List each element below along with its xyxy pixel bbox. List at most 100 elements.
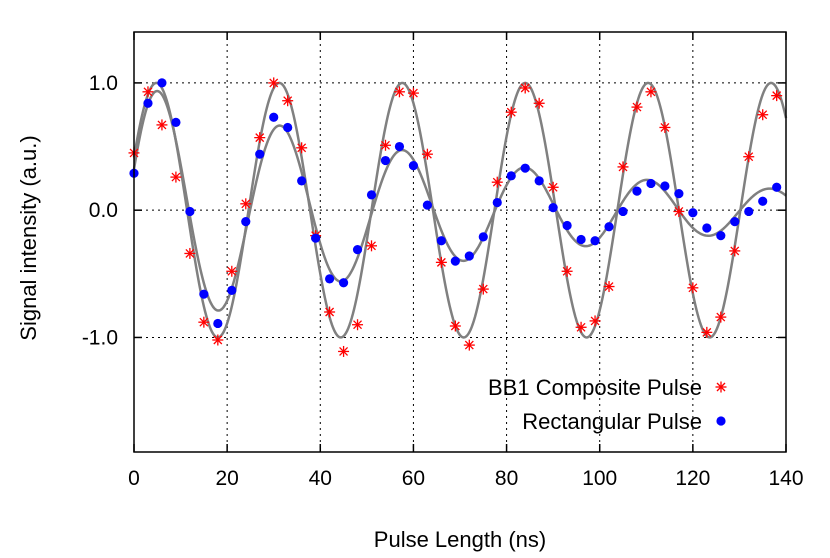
y-tick-label: 0.0	[89, 199, 118, 222]
legend-asterisk	[715, 381, 727, 393]
x-tick-label: 20	[215, 467, 238, 490]
x-tick-label: 120	[675, 467, 710, 490]
data-point-rectangular	[492, 197, 502, 208]
data-point-bb1	[435, 256, 447, 268]
data-point-rectangular	[394, 141, 405, 152]
data-point-bb1	[771, 90, 783, 102]
data-point-rectangular	[143, 98, 153, 108]
data-point-bb1	[477, 283, 489, 295]
x-tick-label: 140	[768, 467, 803, 490]
data-point-rectangular	[157, 78, 167, 88]
data-point-rectangular	[255, 149, 265, 159]
data-point-rectangular	[338, 278, 349, 288]
axis-ticks	[133, 32, 787, 452]
x-axis-label: Pulse Length (ns)	[374, 527, 546, 552]
data-point-bb1	[589, 315, 601, 327]
data-point-bb1	[407, 87, 419, 99]
data-point-rectangular	[185, 206, 195, 217]
data-point-rectangular	[366, 190, 377, 200]
data-point-bb1	[687, 282, 699, 294]
data-point-rectangular	[744, 206, 754, 217]
data-point-bb1	[254, 132, 266, 144]
data-point-bb1	[547, 181, 559, 193]
data-point-rectangular	[227, 285, 237, 295]
data-point-bb1	[701, 326, 713, 338]
fit-curve-1	[132, 89, 787, 312]
y-tick-label: 1.0	[89, 72, 118, 95]
legend-marker-bb1	[715, 381, 727, 393]
data-point-bb1	[352, 319, 364, 331]
data-point-bb1	[645, 86, 657, 98]
data-point-bb1	[421, 148, 433, 160]
data-point-rectangular	[618, 206, 628, 217]
data-point-bb1	[142, 86, 154, 98]
data-point-bb1	[268, 77, 280, 89]
data-point-rectangular	[646, 178, 656, 189]
data-point-rectangular	[269, 112, 279, 122]
plot-frame	[133, 31, 787, 453]
legend-label-rectangular: Rectangular Pulse	[522, 409, 702, 434]
data-point-rectangular	[422, 200, 432, 210]
data-point-rectangular	[311, 233, 321, 243]
data-point-rectangular	[241, 217, 251, 227]
data-point-bb1	[561, 265, 573, 277]
data-point-rectangular	[576, 234, 586, 245]
data-point-bb1	[240, 198, 252, 210]
data-point-bb1	[170, 171, 182, 183]
legend: BB1 Composite Pulse Rectangular Pulse	[488, 375, 727, 434]
data-point-rectangular	[352, 245, 363, 255]
data-point-rectangular	[283, 122, 293, 133]
data-point-rectangular	[171, 117, 181, 127]
data-point-rectangular	[562, 220, 572, 231]
data-point-bb1	[491, 176, 503, 188]
data-point-bb1	[603, 281, 615, 293]
data-point-rectangular	[325, 274, 335, 284]
data-point-rectangular	[702, 223, 712, 233]
data-point-rectangular	[213, 318, 223, 329]
x-tick-label: 0	[128, 467, 140, 490]
data-point-bb1	[715, 311, 727, 323]
legend-label-bb1: BB1 Composite Pulse	[488, 375, 702, 400]
data-point-bb1	[533, 97, 545, 109]
data-point-rectangular	[520, 163, 530, 173]
data-point-rectangular	[632, 186, 642, 196]
x-tick-label: 80	[495, 467, 518, 490]
data-point-bb1	[659, 121, 671, 133]
data-point-rectangular	[199, 289, 209, 299]
fit-curves	[132, 81, 788, 339]
data-point-bb1	[226, 265, 238, 277]
data-point-bb1	[156, 119, 168, 131]
data-point-rectangular	[464, 251, 474, 261]
data-marks	[128, 77, 783, 357]
data-point-bb1	[505, 106, 517, 118]
data-point-bb1	[519, 82, 531, 94]
data-point-bb1	[184, 247, 196, 259]
legend-dot	[716, 416, 726, 426]
data-point-rectangular	[450, 256, 460, 266]
data-point-bb1	[198, 316, 210, 328]
data-point-rectangular	[478, 232, 488, 242]
data-point-rectangular	[660, 181, 670, 191]
data-point-rectangular	[758, 196, 768, 206]
data-point-rectangular	[380, 155, 391, 166]
data-point-bb1	[366, 240, 378, 252]
data-point-bb1	[617, 161, 629, 173]
y-tick-label: -1.0	[82, 326, 118, 349]
data-point-bb1	[379, 139, 391, 151]
y-axis-label: Signal intensity (a.u.)	[16, 135, 41, 340]
data-point-bb1	[743, 151, 755, 163]
data-point-bb1	[575, 321, 587, 333]
data-point-bb1	[463, 339, 475, 351]
data-point-rectangular	[548, 203, 558, 213]
data-point-bb1	[324, 306, 336, 318]
data-point-rectangular	[716, 231, 726, 241]
x-tick-label: 100	[582, 467, 617, 490]
data-point-bb1	[282, 95, 294, 107]
tick-labels: 0 20 40 60 80 100 120 140 -1.0 0.0 1.0	[82, 72, 804, 490]
data-point-bb1	[449, 320, 461, 332]
data-point-bb1	[673, 205, 685, 217]
data-point-rectangular	[506, 171, 516, 181]
data-point-bb1	[729, 245, 741, 257]
data-point-bb1	[338, 345, 350, 357]
